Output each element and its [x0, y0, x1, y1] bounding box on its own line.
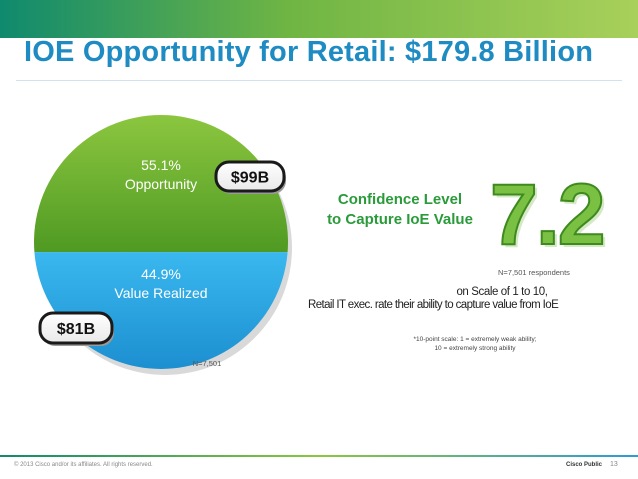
slice-percent-value-realized: 44.9%	[141, 266, 181, 282]
slice-label-opportunity: Opportunity	[125, 176, 197, 192]
scale-description-line2: Retail IT exec. rate their ability to ca…	[308, 299, 559, 311]
badge-value-realized-value-text: $81B	[57, 321, 95, 338]
copyright-text: © 2013 Cisco and/or its affiliates. All …	[14, 462, 153, 468]
classification-label: Cisco Public	[566, 462, 603, 468]
page-title: IOE Opportunity for Retail: $179.8 Billi…	[24, 36, 594, 68]
badge-opportunity-value	[214, 160, 286, 193]
title-divider	[16, 80, 622, 81]
respondents-count: N=7,501 respondents	[498, 268, 570, 277]
top-gradient-band	[0, 0, 638, 38]
scale-description-line1: on Scale of 1 to 10,	[456, 286, 548, 298]
confidence-label-line2: to Capture IoE Value	[327, 211, 473, 228]
badge-value-realized-value	[38, 311, 114, 345]
sample-size-note: N=7,501	[193, 359, 222, 368]
confidence-label: Confidence Level to Capture IoE Value	[300, 190, 500, 230]
page-number: 13	[610, 461, 618, 468]
pie-slice-opportunity	[34, 115, 289, 253]
confidence-score: 7.2	[489, 167, 607, 263]
footnote-line1: *10-point scale: 1 = extremely weak abil…	[413, 336, 537, 343]
scale-footnote: *10-point scale: 1 = extremely weak abil…	[380, 335, 570, 353]
badge-opportunity-value-text: $99B	[231, 170, 269, 187]
slice-label-value-realized: Value Realized	[114, 285, 207, 301]
footnote-line2: 10 = extremely strong ability	[434, 345, 516, 352]
confidence-label-line1: Confidence Level	[337, 191, 463, 208]
slice-percent-opportunity: 55.1%	[141, 157, 181, 173]
footer-divider	[0, 455, 638, 457]
